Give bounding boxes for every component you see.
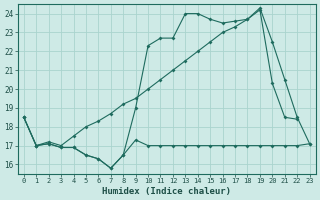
X-axis label: Humidex (Indice chaleur): Humidex (Indice chaleur) bbox=[102, 187, 231, 196]
